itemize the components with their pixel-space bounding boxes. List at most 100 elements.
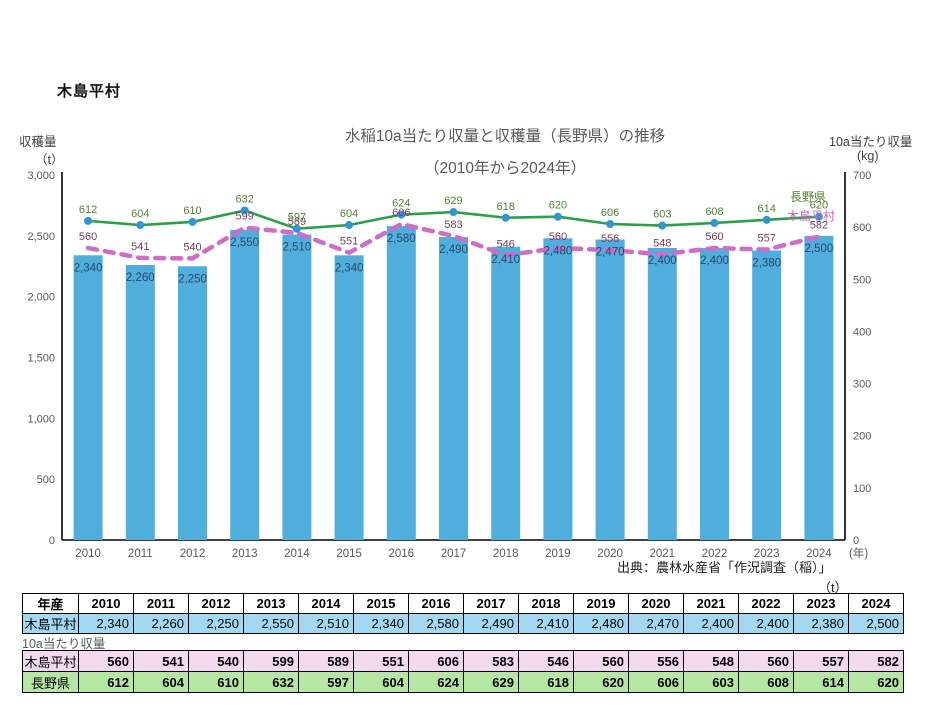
village-yield-label: 551 [340, 236, 358, 248]
bar [73, 255, 103, 541]
village-yield-label: 540 [183, 241, 201, 253]
right-axis-tick: 0 [853, 535, 859, 547]
prefecture-yield-cell: 604 [353, 671, 409, 693]
bar-value-label: 2,580 [387, 233, 416, 245]
village-yield-cell: 556 [628, 650, 684, 672]
line-marker [136, 221, 145, 230]
prefecture-yield-cell: 624 [408, 671, 464, 693]
left-axis-tick: 1,000 [27, 413, 55, 425]
line-marker [814, 212, 823, 221]
prefecture-yield-cell: 597 [298, 671, 354, 693]
prefecture-yield-cell: 610 [188, 671, 244, 693]
bar-value-label: 2,380 [752, 257, 781, 269]
line-marker [84, 216, 93, 225]
bar-value-label: 2,400 [648, 255, 677, 267]
line-marker [188, 217, 197, 226]
prefecture-yield-cell: 612 [78, 671, 134, 693]
prefecture-yield-cell: 629 [463, 671, 519, 693]
bar [334, 255, 364, 541]
village-yield-label: 589 [288, 216, 306, 228]
bar-value-label: 2,510 [283, 242, 312, 254]
bar [125, 265, 155, 540]
line-marker [397, 210, 406, 219]
line-marker [345, 221, 354, 230]
village-yield-label: 583 [444, 219, 462, 231]
village-yield-label: 557 [758, 233, 776, 245]
year-header-cell: 2012 [188, 593, 244, 614]
village-yield-line [85, 221, 822, 261]
village-yield-cell: 546 [518, 650, 574, 672]
harvest-value-cell: 2,490 [463, 613, 519, 634]
village-yield-cell: 548 [683, 650, 739, 672]
bar-value-label: 2,250 [178, 273, 207, 285]
chart-title-line1: 水稲10a当たり収量と収穫量（長野県）の推移 [344, 128, 666, 145]
prefecture-yield-cell: 632 [243, 671, 299, 693]
year-header-cell: 2016 [408, 593, 464, 614]
year-header-cell: 2022 [738, 593, 794, 614]
prefecture-yield-label: 603 [653, 209, 671, 221]
bar-value-label: 2,490 [439, 244, 468, 256]
bar [282, 234, 312, 540]
village-yield-cell: 540 [188, 650, 244, 672]
bar [178, 266, 207, 540]
harvest-table: 年産 2010 2011 2012 2013 2014 2015 2016 2017 2018 20… [22, 593, 904, 634]
line-marker [240, 206, 249, 215]
table-row: 年産 2010 2011 2012 2013 2014 2015 2016 2017 2018 20… [22, 593, 904, 614]
x-axis-year-label: 2017 [441, 548, 467, 560]
prefecture-yield-label: 608 [705, 206, 723, 218]
yield-table: 木島平村 560 541 540 599 589 551 606 583 546 560 556 548… [22, 650, 904, 693]
left-axis-title: 収穫量 [19, 135, 57, 149]
x-axis-year-label: 2018 [493, 548, 519, 560]
bar [491, 246, 521, 541]
harvest-value-cell: 2,250 [188, 613, 244, 634]
year-header-cell: 2021 [683, 593, 739, 614]
harvest-value-cell: 2,340 [78, 613, 134, 634]
harvest-value-cell: 2,400 [683, 613, 739, 634]
prefecture-yield-label: 610 [183, 205, 201, 217]
harvest-value-cell: 2,580 [408, 613, 464, 634]
village-yield-label: 560 [549, 231, 567, 243]
bar-value-label: 2,400 [700, 255, 729, 267]
prefecture-yield-cell: 604 [133, 671, 189, 693]
line-marker [710, 218, 719, 227]
left-axis-tick: 2,000 [27, 292, 55, 304]
page-title: 木島平村 [57, 83, 122, 100]
prefecture-yield-cell: 620 [848, 671, 904, 693]
left-axis-tick: 1,500 [27, 353, 55, 365]
village-yield-cell: 560 [573, 650, 629, 672]
line-marker [449, 208, 458, 217]
prefecture-yield-label: 624 [392, 198, 410, 210]
year-header-cell: 2017 [463, 593, 519, 614]
right-axis-tick: 100 [853, 483, 871, 495]
village-yield-cell: 599 [243, 650, 299, 672]
prefecture-series-label: 長野県 [790, 190, 826, 204]
year-header-cell: 2024 [848, 593, 904, 614]
line-marker [658, 221, 667, 230]
x-axis-year-label: 2023 [754, 548, 780, 560]
harvest-value-cell: 2,380 [793, 613, 849, 634]
right-axis-tick: 500 [853, 274, 871, 286]
right-axis-tick: 600 [853, 222, 871, 234]
village-yield-label: 606 [392, 207, 410, 219]
x-axis-year-label: 2016 [389, 548, 415, 560]
prefecture-yield-label: 597 [288, 212, 306, 224]
bar [752, 250, 782, 540]
x-axis-year-label: 2021 [650, 548, 676, 560]
right-axis-tick: 700 [853, 170, 871, 182]
village-yield-cell: 557 [793, 650, 849, 672]
right-axis-tick: 200 [853, 431, 871, 443]
left-axis-tick: 500 [37, 474, 55, 486]
prefecture-yield-cell: 606 [628, 671, 684, 693]
chart-canvas: 0 500 1,000 1,500 2,000 2,500 3,000 0 100 200 300 4… [27, 170, 871, 560]
right-axis-title: 10a当たり収量 [829, 135, 913, 149]
x-axis-year-label: 2013 [232, 548, 258, 560]
year-header-cell: 2015 [353, 593, 409, 614]
x-axis-year-label: 2015 [336, 548, 362, 560]
village-series-label: 木島平村 [787, 208, 835, 223]
table-row: 長野県 612 604 610 632 597 604 624 629 618 620 606 603 6… [22, 671, 904, 693]
year-header-cell: 2011 [133, 593, 189, 614]
village-yield-cell: 589 [298, 650, 354, 672]
left-axis-tick: 0 [49, 535, 55, 547]
harvest-value-cell: 2,550 [243, 613, 299, 634]
prefecture-yield-cell: 608 [738, 671, 794, 693]
